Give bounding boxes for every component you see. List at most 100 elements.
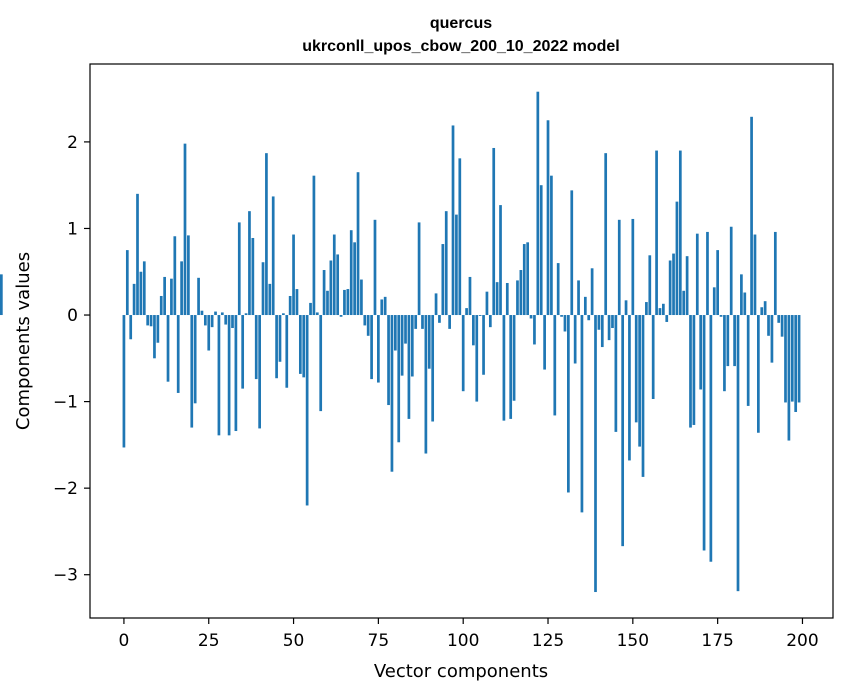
bar	[695, 233, 699, 316]
bar	[271, 196, 275, 316]
bar	[203, 315, 207, 326]
bar	[790, 315, 794, 402]
bar	[770, 315, 774, 363]
bar	[550, 175, 553, 316]
bar	[387, 315, 390, 406]
bar	[475, 315, 479, 402]
bar	[662, 303, 665, 316]
y-tick-label: 1	[67, 219, 78, 239]
y-tick-label: 0	[67, 306, 78, 326]
bar	[421, 315, 424, 329]
bar	[516, 280, 519, 316]
chart-title: quercus	[430, 15, 492, 32]
bar	[651, 315, 655, 399]
bar	[743, 292, 747, 316]
bar	[519, 270, 523, 316]
bar	[536, 91, 540, 316]
bar	[125, 250, 129, 316]
bar	[173, 236, 177, 316]
bar	[153, 315, 156, 359]
bar	[407, 315, 411, 419]
bar	[692, 315, 696, 425]
bar	[278, 315, 282, 362]
bar	[787, 315, 791, 441]
bar	[675, 201, 679, 316]
bar	[414, 315, 418, 329]
bar	[777, 315, 781, 323]
bar	[668, 260, 672, 316]
bar	[573, 315, 577, 364]
bar	[451, 125, 455, 316]
bar	[353, 242, 356, 316]
bar	[190, 315, 194, 428]
x-tick-label: 175	[701, 631, 733, 651]
bar	[343, 289, 346, 316]
bar	[366, 315, 370, 336]
x-axis-ticks: 0 25 50 75 100 125 150 175 200	[119, 618, 819, 651]
bar	[241, 315, 245, 389]
bar	[207, 315, 211, 351]
bar	[665, 315, 669, 322]
bar	[393, 315, 397, 351]
bar	[237, 222, 241, 316]
bar	[583, 296, 587, 316]
bar	[726, 315, 730, 367]
bar	[258, 315, 261, 429]
bar	[638, 315, 641, 447]
x-tick-label: 25	[198, 631, 220, 651]
bar	[383, 296, 387, 316]
y-axis-label: Components values	[13, 252, 34, 430]
bar	[773, 231, 777, 316]
bar	[227, 315, 231, 436]
bar	[431, 315, 435, 422]
bar	[641, 315, 645, 477]
bar	[404, 315, 407, 344]
bar	[315, 312, 319, 316]
bar	[488, 315, 492, 328]
bar	[400, 315, 404, 376]
bar	[482, 315, 485, 375]
bar	[597, 315, 601, 330]
bar	[723, 315, 726, 392]
bar	[611, 315, 614, 329]
bar	[163, 276, 166, 316]
bar	[156, 315, 160, 343]
bar	[546, 120, 550, 316]
bar	[634, 315, 638, 423]
bar	[370, 315, 373, 380]
bar	[176, 315, 180, 393]
chart-subtitle: ukrconll_upos_cbow_200_10_2022 model	[302, 38, 619, 55]
bar	[567, 315, 570, 493]
bar	[750, 116, 753, 316]
bar	[577, 280, 580, 316]
bar	[505, 283, 509, 316]
bar	[617, 219, 621, 316]
bar	[434, 293, 438, 316]
x-tick-label: 125	[532, 631, 564, 651]
bar	[539, 185, 543, 316]
bar	[166, 315, 170, 382]
bar	[214, 311, 217, 316]
bar	[129, 315, 133, 340]
y-tick-label: −3	[53, 566, 78, 586]
bar	[736, 315, 740, 592]
bar	[146, 315, 150, 326]
bar	[244, 313, 248, 316]
bar	[427, 315, 431, 369]
y-axis-ticks: −3 −2 −1 0 1 2	[53, 133, 90, 586]
bar	[339, 315, 343, 317]
bar	[794, 315, 798, 412]
bar	[468, 276, 472, 316]
bar	[441, 244, 445, 316]
bar	[197, 277, 200, 316]
bar	[797, 315, 801, 403]
bar	[556, 263, 560, 316]
bar	[346, 289, 350, 316]
x-axis-label: Vector components	[374, 661, 548, 682]
bar	[0, 274, 3, 316]
bar	[682, 290, 686, 316]
bar	[288, 295, 292, 316]
bar	[712, 287, 716, 316]
bar	[410, 315, 414, 377]
bar	[763, 301, 767, 316]
